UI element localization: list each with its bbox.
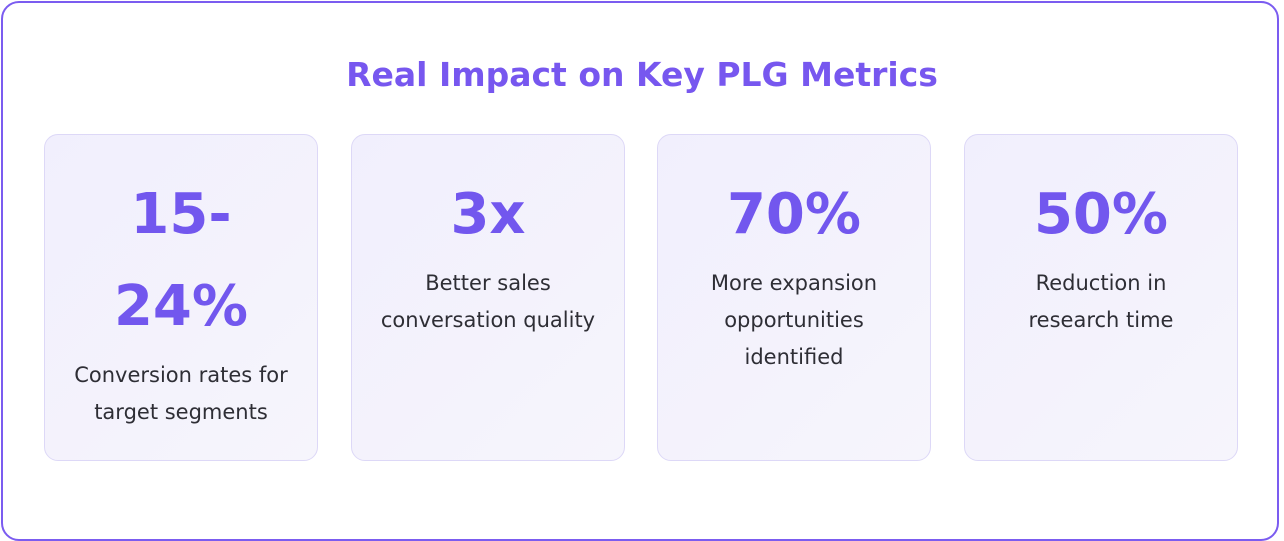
metric-value: 50%	[1033, 182, 1169, 247]
metric-value: 3x	[450, 182, 526, 247]
metric-card: 50% Reduction in research time	[964, 134, 1238, 461]
metric-card: 70% More expansion opportunities identif…	[657, 134, 931, 461]
metric-card: 15-24% Conversion rates for target segme…	[44, 134, 318, 461]
metric-card: 3x Better sales conversation quality	[351, 134, 625, 461]
metric-description: Reduction in research time	[1028, 271, 1174, 332]
section-title: Real Impact on Key PLG Metrics	[346, 55, 938, 94]
metric-value: 15-24%	[113, 182, 249, 339]
metric-description: Conversion rates for target segments	[74, 363, 288, 424]
metric-description: Better sales conversation quality	[380, 271, 596, 332]
metric-description: More expansion opportunities identified	[710, 271, 878, 369]
metric-value: 70%	[726, 182, 862, 247]
